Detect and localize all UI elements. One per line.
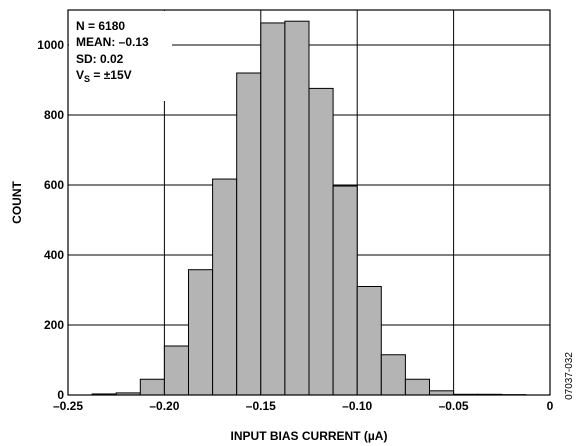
histogram-bar (380, 354, 406, 396)
y-tick-labels: 0 200 400 600 800 1000 (37, 38, 64, 402)
histogram-bar (356, 286, 382, 396)
x-tick-label: 0 (547, 399, 554, 413)
annotation-vs-sub: S (84, 74, 90, 84)
y-tick-label: 800 (44, 108, 64, 122)
x-tick-label: –0.15 (246, 399, 276, 413)
histogram-bar (188, 269, 214, 396)
histogram-bar (212, 178, 238, 396)
histogram-bar (260, 22, 286, 396)
histogram-bar (404, 378, 430, 396)
y-tick-label: 0 (57, 388, 64, 402)
x-tick-label: –0.20 (149, 399, 179, 413)
y-tick-label: 400 (44, 248, 64, 262)
annotation-n: N = 6180 (76, 19, 125, 33)
histogram-bar (429, 390, 455, 396)
x-tick-label: –0.05 (439, 399, 469, 413)
y-axis-title: COUNT (10, 181, 24, 224)
y-tick-label: 1000 (37, 38, 64, 52)
histogram-bar (308, 87, 334, 396)
x-tick-label: –0.10 (342, 399, 372, 413)
figure-id: 07037-032 (564, 352, 575, 400)
annotation-vs-prefix: V (76, 68, 84, 82)
histogram-bar (284, 20, 310, 396)
annotation-vs-suffix: = ±15V (90, 68, 132, 82)
x-tick-labels: –0.25 –0.20 –0.15 –0.10 –0.05 0 (53, 399, 554, 413)
annotation-mean: MEAN: –0.13 (76, 35, 149, 49)
annotation-background (69, 11, 172, 101)
x-tick-label: –0.25 (53, 399, 83, 413)
y-tick-label: 600 (44, 178, 64, 192)
annotation-sd: SD: 0.02 (76, 52, 124, 66)
histogram-bar (163, 345, 189, 396)
annotation-vs: VS = ±15V (76, 68, 132, 84)
x-axis-title: INPUT BIAS CURRENT (µA) (231, 429, 388, 443)
y-tick-label: 200 (44, 318, 64, 332)
histogram-bar (332, 185, 358, 396)
plot-frame (67, 9, 551, 396)
histogram-bar (236, 72, 262, 396)
histogram-bar (139, 378, 165, 396)
